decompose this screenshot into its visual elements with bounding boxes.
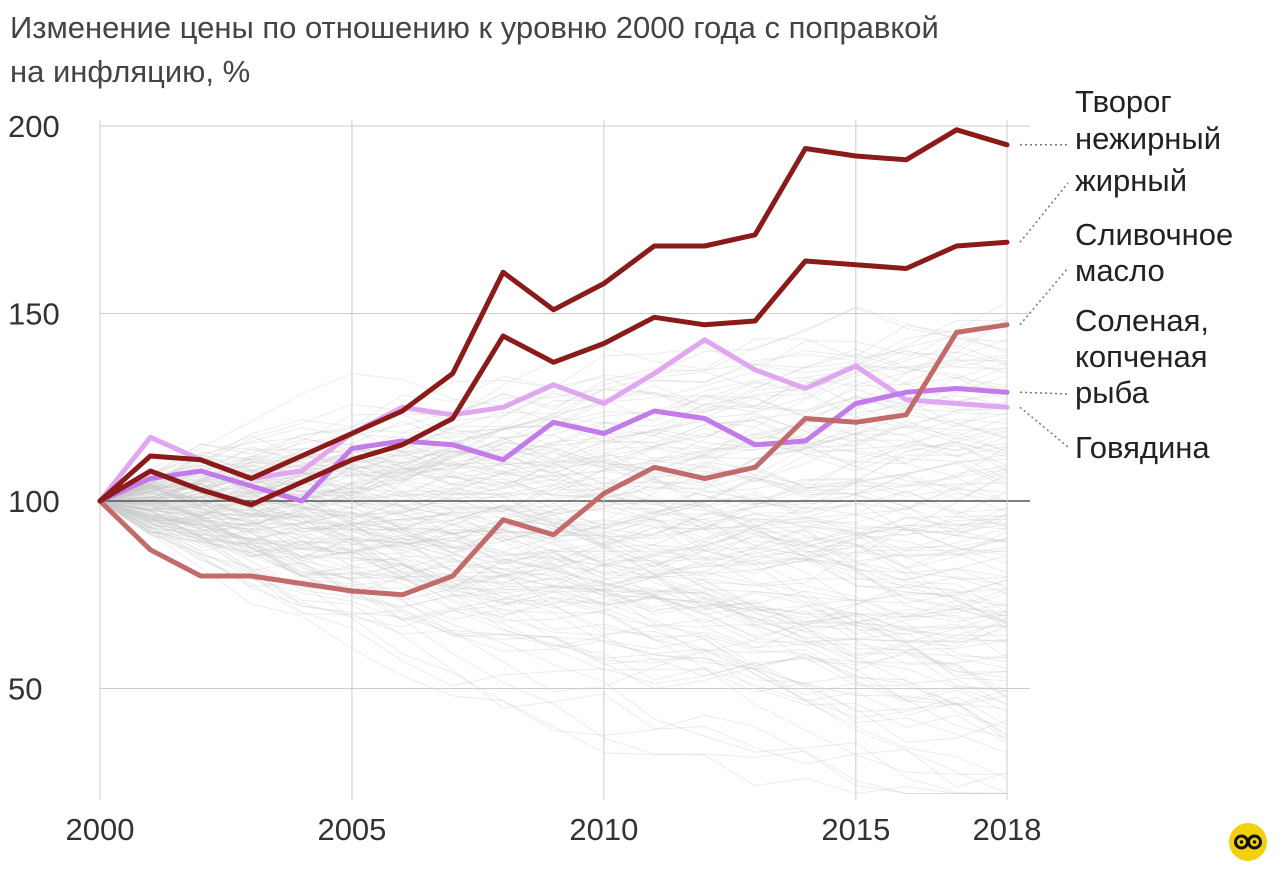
owl-logo-icon [1229, 823, 1267, 861]
series-line-butter [97, 322, 1010, 598]
chart-title-line-2: на инфляцию, % [10, 54, 251, 89]
series-line-fish [97, 386, 1010, 504]
y-tick-label: 100 [8, 484, 60, 519]
legend-label-fish: Соленая, [1075, 303, 1209, 338]
x-tick-label: 2000 [66, 812, 135, 847]
legend-leader-line [1019, 391, 1069, 395]
legend-label-beef: Говядина [1075, 430, 1210, 465]
series-line-curd [97, 127, 1010, 504]
chart-title-line-1: Изменение цены по отношению к уровню 200… [10, 10, 939, 45]
grid [99, 120, 1030, 800]
legend-label-fish: копченая [1075, 339, 1207, 374]
x-tick-label: 2018 [973, 812, 1042, 847]
legend-label-butter: Сливочное [1075, 217, 1233, 252]
series-lines [97, 127, 1010, 598]
y-tick-label: 200 [8, 109, 60, 144]
x-tick-label: 2015 [821, 812, 890, 847]
legend-label-curd: нежирный [1075, 121, 1221, 156]
y-tick-label: 150 [8, 297, 60, 332]
x-tick-label: 2010 [569, 812, 638, 847]
series-line-curd2 [97, 239, 1010, 508]
legend-leader-line [1019, 182, 1069, 243]
legend-label-curd: Творог [1075, 84, 1172, 119]
legend-leader-line [1019, 267, 1069, 326]
legend-leader-line [1019, 406, 1069, 448]
legend-label-curd: жирный [1075, 163, 1187, 198]
legend-label-fish: рыба [1075, 375, 1150, 410]
axis-ticks: 200 150 100 50 2000 2005 2010 2015 2018 [8, 109, 1041, 847]
y-tick-label: 50 [8, 672, 42, 707]
x-tick-label: 2005 [317, 812, 386, 847]
legend-label-butter: масло [1075, 253, 1165, 288]
